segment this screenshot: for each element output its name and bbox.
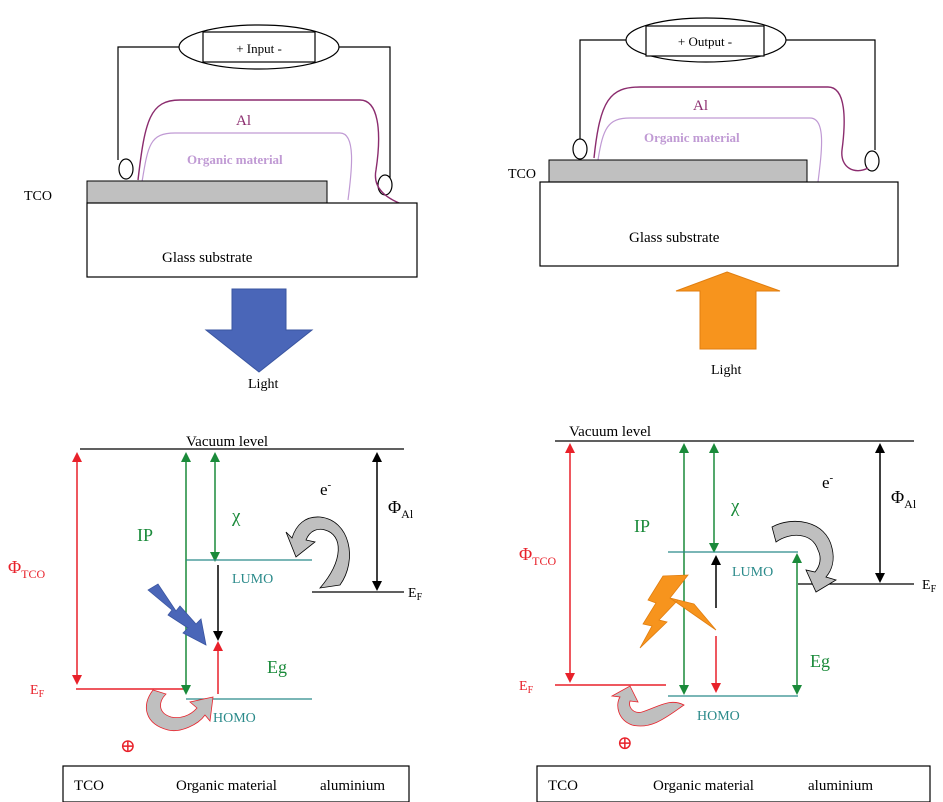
substrate-label: Glass substrate bbox=[629, 230, 720, 246]
ip-label: IP bbox=[137, 525, 153, 545]
organic-label: Organic material bbox=[187, 152, 283, 167]
tco-label: TCO bbox=[24, 189, 52, 204]
legend-aluminium: aluminium bbox=[808, 778, 873, 794]
terminal-right bbox=[864, 150, 880, 172]
hole-injection-arrow bbox=[146, 689, 214, 732]
wire-left-outer bbox=[117, 46, 180, 160]
legend-tco: TCO bbox=[548, 778, 578, 794]
wire-right-outer bbox=[338, 46, 391, 178]
legend-aluminium: aluminium bbox=[320, 778, 385, 794]
source-box bbox=[645, 25, 765, 57]
hole-symbol: ⊕ bbox=[617, 733, 633, 754]
al-layer bbox=[137, 99, 405, 206]
chi-label: χ bbox=[231, 506, 241, 527]
light-in-arrow-up bbox=[675, 271, 781, 350]
source-label: + Output - bbox=[678, 34, 732, 49]
tco-label: TCO bbox=[508, 167, 536, 182]
glass-substrate bbox=[539, 181, 899, 267]
terminal-left bbox=[118, 158, 134, 180]
source-label: + Input - bbox=[236, 41, 282, 56]
light-out-arrow-down bbox=[204, 288, 314, 373]
terminal-left bbox=[572, 138, 588, 160]
al-label: Al bbox=[693, 98, 708, 114]
homo-label: HOMO bbox=[697, 709, 740, 724]
phi-al-label: ΦAl bbox=[388, 497, 414, 521]
ef-left-label: EF bbox=[30, 683, 45, 700]
electron-extraction-arrow bbox=[771, 520, 837, 593]
electron-injection-arrow bbox=[285, 516, 350, 589]
legend-organic: Organic material bbox=[176, 778, 277, 794]
source-box bbox=[202, 31, 316, 63]
ef-right-label: EF bbox=[408, 586, 423, 603]
organic-label: Organic material bbox=[644, 130, 740, 145]
hole-extraction-arrow bbox=[610, 685, 685, 727]
absorption-lightning-icon bbox=[639, 574, 717, 649]
homo-label: HOMO bbox=[213, 711, 256, 726]
phi-tco-label: ΦTCO bbox=[519, 544, 557, 568]
lumo-label: LUMO bbox=[732, 565, 773, 580]
organic-layer bbox=[141, 132, 353, 201]
eg-label: Eg bbox=[267, 657, 287, 677]
organic-layer bbox=[597, 117, 823, 183]
ef-left-label: EF bbox=[519, 679, 534, 696]
energy-diagram-left: Vacuum level ΦTCO EF IP χ LUMO HOMO Eg Φ… bbox=[8, 434, 423, 802]
tco-layer bbox=[548, 159, 808, 183]
chi-label: χ bbox=[730, 496, 740, 517]
light-label-left: Light bbox=[248, 377, 278, 392]
legend-organic: Organic material bbox=[653, 778, 754, 794]
device-left: + Input - Al Organic material TCO Glass … bbox=[24, 24, 418, 392]
al-label: Al bbox=[236, 113, 251, 129]
glass-substrate bbox=[86, 202, 418, 278]
substrate-label: Glass substrate bbox=[162, 250, 253, 266]
electron-label: e- bbox=[320, 479, 332, 499]
emission-lightning-icon bbox=[147, 583, 207, 646]
lumo-label: LUMO bbox=[232, 572, 273, 587]
phi-tco-label: ΦTCO bbox=[8, 557, 46, 581]
layer-legend-box bbox=[62, 765, 410, 802]
wire-left-outer bbox=[579, 39, 628, 140]
phi-al-label: ΦAl bbox=[891, 487, 917, 511]
eg-label: Eg bbox=[810, 651, 830, 671]
vacuum-level-label: Vacuum level bbox=[186, 434, 268, 450]
ip-label: IP bbox=[634, 516, 650, 536]
terminal-right bbox=[377, 174, 393, 196]
al-layer bbox=[593, 86, 869, 172]
legend-tco: TCO bbox=[74, 778, 104, 794]
light-label-right: Light bbox=[711, 363, 741, 378]
wire-right-outer bbox=[786, 39, 876, 150]
ef-right-label: EF bbox=[922, 578, 937, 595]
energy-diagram-right: Vacuum level ΦTCO EF IP χ LUMO HOMO Eg Φ… bbox=[519, 424, 937, 802]
electron-label: e- bbox=[822, 472, 834, 492]
tco-layer bbox=[86, 180, 328, 204]
device-right: + Output - Al Organic material TCO Glass… bbox=[508, 17, 899, 378]
hole-symbol: ⊕ bbox=[120, 736, 136, 757]
vacuum-level-label: Vacuum level bbox=[569, 424, 651, 440]
layer-legend-box bbox=[536, 765, 931, 802]
